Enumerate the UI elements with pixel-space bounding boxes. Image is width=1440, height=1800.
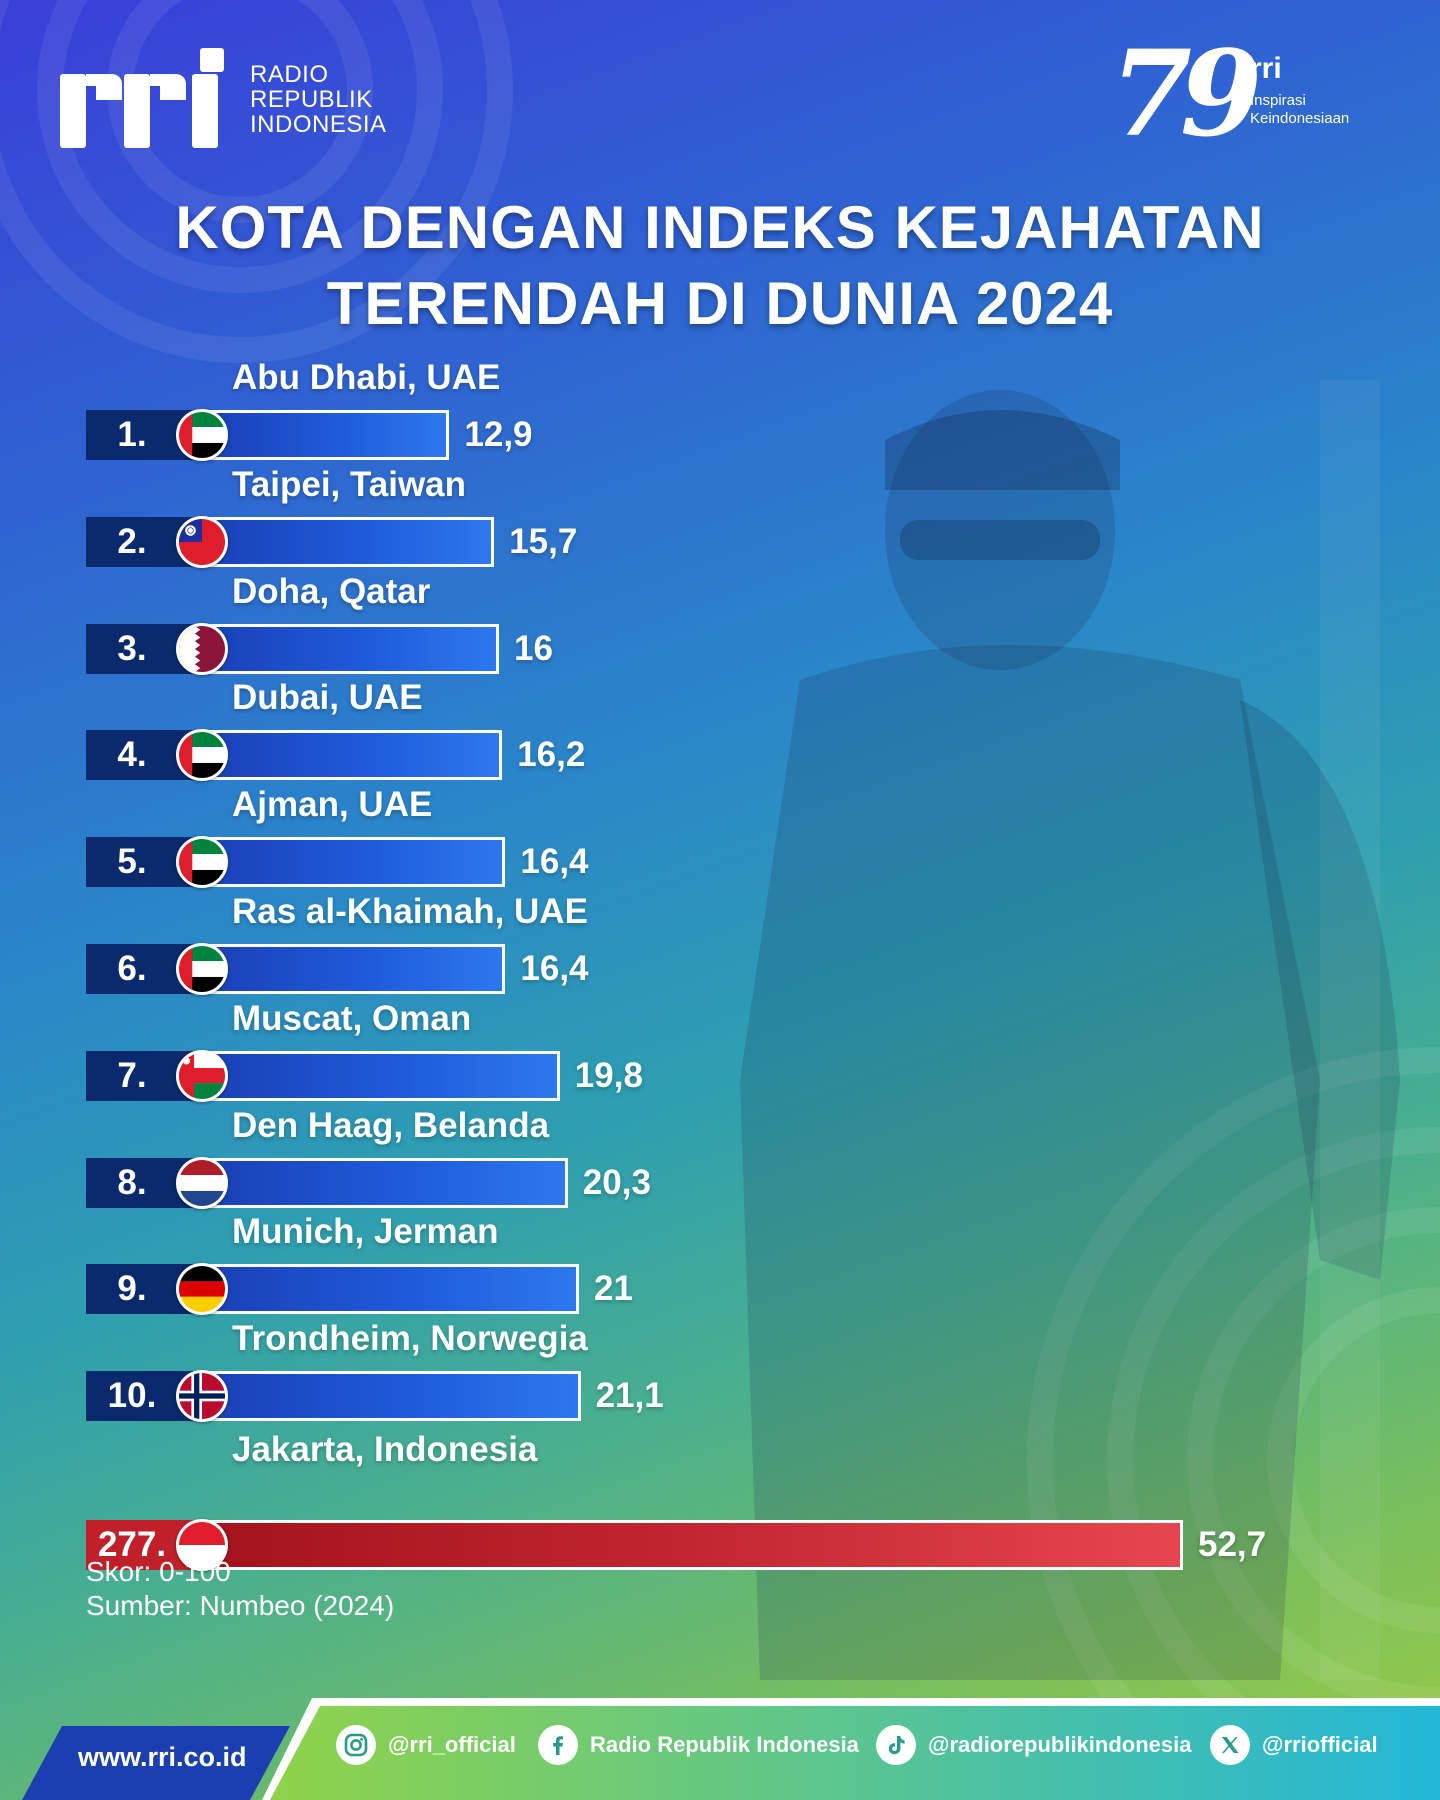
value-label: 52,7 [1198,1525,1267,1564]
badge-line: Inspirasi [1250,92,1306,109]
norway-flag-icon [176,1370,228,1423]
website-link[interactable]: www.rri.co.id [78,1742,247,1772]
logo-line: REPUBLIK [250,85,373,113]
rank-label: 277. [97,1525,167,1564]
bar [200,1050,560,1101]
netherlands-flag-icon [176,1156,228,1209]
bar [200,1520,1183,1570]
uae-flag-icon [176,409,228,461]
value-label: 16,2 [517,735,586,775]
social-label: @rri_official [388,1732,516,1757]
rank-label: 1. [117,415,147,454]
social-label: @radiorepublikindonesia [928,1732,1192,1757]
facebook-icon [538,1725,578,1765]
qatar-flag-icon [176,622,228,675]
value-label: 15,7 [509,521,578,561]
city-label: Doha, Qatar [232,571,431,611]
anniversary-badge: 79 rri Inspirasi Keindonesiaan [1110,24,1380,182]
bar [200,1371,581,1422]
title-line: KOTA DENGAN INDEKS KEJAHATAN [175,194,1265,261]
badge-tagline: Inspirasi Keindonesiaan [1250,92,1349,128]
source-note: Sumber: Numbeo (2024) [86,1590,395,1621]
city-label: Jakarta, Indonesia [232,1430,538,1469]
badge-line: Keindonesiaan [1250,110,1350,127]
tiktok-icon [876,1725,916,1765]
city-label: Trondheim, Norwegia [232,1319,588,1359]
social-x[interactable]: @rriofficial [1210,1725,1378,1765]
logo-line: RADIO [250,60,329,88]
uae-flag-icon [176,943,228,995]
bar [200,1264,579,1315]
uae-flag-icon [176,836,228,889]
logo-line: INDONESIA [250,110,387,138]
rank-label: 6. [117,949,147,988]
value-label: 21,1 [595,1376,664,1416]
rri-logo[interactable]: RADIO REPUBLIK INDONESIA [60,48,387,150]
rank-label: 8. [117,1162,147,1202]
rank-label: 7. [117,1055,147,1095]
rank-label: 3. [117,628,147,668]
rank-label: 4. [117,735,147,775]
city-label: Ajman, UAE [232,785,433,825]
city-label: Dubai, UAE [232,678,423,718]
rank-label: 9. [117,1269,147,1309]
social-instagram[interactable]: @rri_official [336,1725,516,1765]
taiwan-flag-icon [176,515,228,568]
city-label: Muscat, Oman [232,998,472,1038]
bar [200,837,506,888]
city-label: Munich, Jerman [232,1212,499,1252]
value-label: 19,8 [574,1055,643,1095]
social-label: @rriofficial [1262,1732,1378,1757]
instagram-icon [336,1725,376,1765]
chart-title: KOTA DENGAN INDEKS KEJAHATAN TERENDAH DI… [0,190,1440,342]
x-icon [1210,1725,1250,1765]
badge-rri: rri [1250,52,1282,85]
social-label: Radio Republik Indonesia [590,1732,859,1757]
rank-label: 5. [117,842,147,882]
bar [200,623,499,674]
city-label: Taipei, Taiwan [232,464,467,504]
footer: www.rri.co.id @rri_official Radio Republ… [0,1690,1440,1800]
social-tiktok[interactable]: @radiorepublikindonesia [876,1725,1192,1765]
value-label: 20,3 [582,1162,651,1202]
title-line: TERENDAH DI DUNIA 2024 [326,270,1114,337]
bar [200,730,503,781]
city-label: Ras al-Khaimah, UAE [232,892,588,931]
badge-number: 79 [1110,24,1262,163]
bar [200,410,450,460]
bar [200,944,506,994]
value-label: 16,4 [520,842,589,882]
rank-label: 10. [107,1376,157,1416]
value-label: 12,9 [464,415,533,454]
germany-flag-icon [176,1263,228,1316]
bar [200,1157,568,1208]
rri-logo-text: RADIO REPUBLIK INDONESIA [250,62,387,137]
social-facebook[interactable]: Radio Republik Indonesia [538,1725,859,1765]
value-label: 16 [514,628,553,668]
city-label: Den Haag, Belanda [232,1105,550,1145]
scale-note: Skor: 0-100 [86,1556,231,1587]
oman-flag-icon [176,1049,228,1102]
bar [200,516,495,567]
rri-logo-mark [60,48,224,148]
uae-flag-icon [176,729,228,782]
value-label: 16,4 [520,949,589,988]
rank-label: 2. [117,521,147,561]
indonesia-flag-icon [176,1519,228,1571]
value-label: 21 [594,1269,633,1309]
city-label: Abu Dhabi, UAE [232,358,501,397]
